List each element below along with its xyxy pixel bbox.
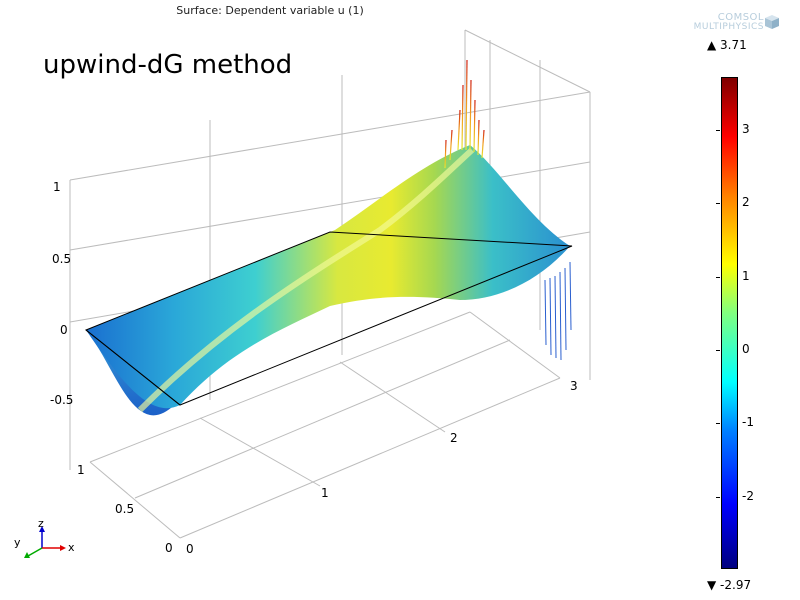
colorbar-max-label: ▲ 3.71 <box>707 38 747 52</box>
x-tick: 0 <box>186 542 194 556</box>
method-annotation: upwind-dG method <box>43 50 293 80</box>
colorbar-tick-mark <box>716 276 720 278</box>
z-tick: 1 <box>53 180 61 194</box>
triad-x-label: x <box>68 541 75 554</box>
triad-y-label: y <box>14 536 21 549</box>
colorbar-tick-label: -1 <box>742 415 754 430</box>
logo-cube-icon <box>765 15 779 29</box>
x-tick: 2 <box>450 431 458 445</box>
x-tick: 3 <box>570 379 578 393</box>
colorbar-tick-mark <box>716 350 720 352</box>
surface-plot <box>85 59 573 416</box>
colorbar-tick-mark <box>716 130 720 132</box>
colorbar-tick-label: 1 <box>742 268 750 283</box>
colorbar <box>721 77 738 569</box>
y-axis-ticks: 1 0.5 0 <box>77 463 173 555</box>
z-tick: 0.5 <box>52 252 71 266</box>
y-tick: 0 <box>165 541 173 555</box>
z-axis-ticks: 1 0.5 0 -0.5 <box>50 180 73 407</box>
front-spikes <box>544 261 572 361</box>
colorbar-tick-label: -2 <box>742 488 754 503</box>
comsol-logo: COMSOL MULTIPHYSICS <box>668 10 786 38</box>
logo-line1: COMSOL <box>717 12 764 23</box>
plot-title: Surface: Dependent variable u (1) <box>176 4 364 17</box>
y-tick: 0.5 <box>115 502 134 516</box>
peak-spikes <box>444 59 485 169</box>
colorbar-tick-mark <box>716 496 720 498</box>
x-tick: 1 <box>321 486 329 500</box>
colorbar-tick-label: 2 <box>742 195 750 210</box>
colorbar-tick-mark <box>716 423 720 425</box>
x-axis-ticks: 0 1 2 3 <box>186 379 578 556</box>
colorbar-min-label: ▼ -2.97 <box>707 578 752 592</box>
axis-triad: z x y <box>14 517 75 558</box>
floor-grid <box>89 311 561 539</box>
triad-z-label: z <box>38 517 44 530</box>
colorbar-tick-label: 0 <box>742 342 750 357</box>
colorbar-tick-mark <box>716 203 720 205</box>
colorbar-tick-label: 3 <box>742 122 750 137</box>
z-tick: 0 <box>60 323 68 337</box>
z-tick: -0.5 <box>50 393 73 407</box>
logo-line2: MULTIPHYSICS <box>693 22 764 32</box>
y-tick: 1 <box>77 463 85 477</box>
